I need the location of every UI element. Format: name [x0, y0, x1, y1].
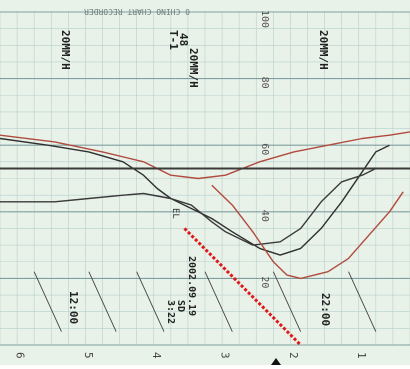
sweep-line	[348, 271, 377, 332]
series-red-main	[0, 131, 410, 180]
time-label-2: 3:22	[165, 300, 176, 324]
time-annotation-label: SD	[175, 300, 186, 312]
sweep-line	[272, 271, 302, 332]
sweep-line	[136, 271, 165, 332]
sweep-line	[88, 271, 117, 332]
t-value-label: 48	[177, 33, 190, 46]
x-tick-label: 5	[82, 352, 95, 359]
y-tick-label: 60	[259, 143, 270, 155]
time-label-1: 12:00	[67, 291, 80, 324]
speed-label-3: 20MM/H	[317, 30, 330, 70]
y-tick-label: 40	[259, 210, 270, 222]
x-tick-label: 1	[355, 352, 368, 359]
sweep-line	[33, 271, 62, 332]
t-marker-label: T-1	[167, 30, 180, 50]
x-tick-label: 2	[287, 352, 300, 359]
series-dark-upper	[0, 137, 390, 256]
red-dashed-marker	[183, 227, 302, 347]
series-red-lower	[211, 184, 404, 280]
series-lower-trace	[0, 167, 377, 246]
header-text: 0 CHINO CHART RECORDER	[84, 7, 190, 16]
sweep-line	[204, 271, 233, 332]
time-label-3: 22:00	[319, 293, 332, 326]
pointer-arrow	[271, 358, 281, 365]
y-tick-label: 100	[259, 10, 270, 28]
minor-label: EL	[170, 208, 180, 219]
y-tick-label: 80	[259, 77, 270, 89]
x-tick-label: 6	[14, 352, 27, 359]
red-time-marker	[183, 227, 302, 347]
date-label: 2002.09.19	[186, 256, 197, 316]
y-tick-label: 20	[259, 276, 270, 288]
x-tick-label: 4	[150, 352, 163, 359]
x-tick-label: 3	[219, 352, 232, 359]
pen-sweep-lines	[33, 271, 377, 332]
grid	[0, 11, 410, 346]
speed-label-1: 20MM/H	[59, 30, 72, 70]
tick-labels: 6 5 4 3 2 1 100 80 60 40 20	[14, 10, 369, 359]
speed-label-2: 20MM/H	[187, 48, 200, 88]
traces	[0, 131, 410, 280]
